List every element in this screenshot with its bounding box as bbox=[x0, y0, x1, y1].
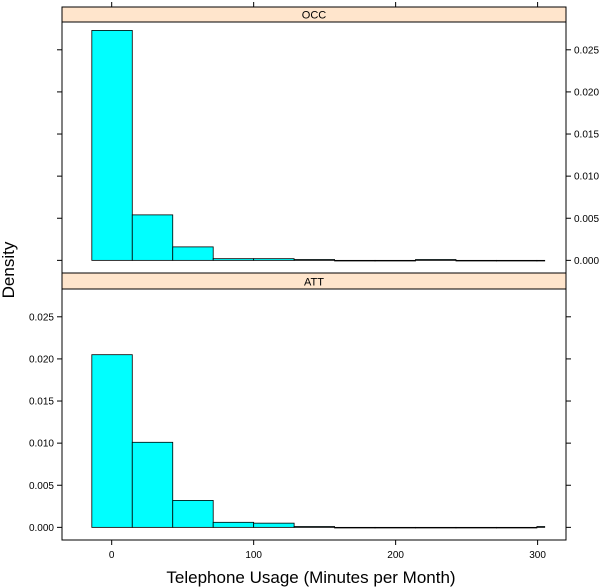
y-tick-label: 0.025 bbox=[574, 45, 599, 56]
histogram-bar bbox=[496, 526, 538, 529]
histogram-bar bbox=[374, 526, 416, 529]
y-tick-label: 0.000 bbox=[29, 523, 54, 534]
y-tick-label: 0.020 bbox=[29, 354, 54, 365]
histogram-bar bbox=[536, 526, 546, 528]
panel-occ: OCC 0.000 0.005 0.010 0.015 0.020 0.025 bbox=[57, 2, 599, 274]
panel-frame bbox=[61, 288, 567, 541]
panel-att: ATT 0.000 0.005 0.010 0.015 0.020 0.025 0 100 200… bbox=[29, 272, 571, 561]
y-tick-label: 0.025 bbox=[29, 312, 54, 323]
x-tick-label: 100 bbox=[245, 550, 262, 561]
y-axis-title: Density bbox=[0, 241, 18, 298]
y-tick-label: 0.020 bbox=[574, 87, 599, 98]
histogram-bar bbox=[334, 259, 376, 262]
histogram-bar bbox=[131, 441, 174, 528]
histogram-bar bbox=[293, 259, 335, 261]
histogram-bar bbox=[374, 259, 416, 262]
histogram-bar bbox=[212, 521, 255, 528]
x-tick-label: 0 bbox=[109, 550, 115, 561]
y-tick-label: 0.010 bbox=[574, 172, 599, 183]
y-tick-label: 0.005 bbox=[29, 481, 54, 492]
y-tick-label: 0.015 bbox=[29, 397, 54, 408]
y-tick-label: 0.000 bbox=[574, 256, 599, 267]
x-axis-title: Telephone Usage (Minutes per Month) bbox=[166, 568, 455, 587]
histogram-bar bbox=[131, 214, 174, 261]
panels: OCC 0.000 0.005 0.010 0.015 0.020 0.025 ATT 0.00… bbox=[29, 2, 599, 561]
histogram-bar bbox=[415, 526, 457, 529]
y-tick-label: 0.015 bbox=[574, 130, 599, 141]
histogram-bar bbox=[172, 246, 214, 261]
x-tick-label: 200 bbox=[387, 550, 404, 561]
histogram-bar bbox=[455, 259, 497, 262]
histogram-bar bbox=[536, 259, 546, 262]
y-tick-label: 0.005 bbox=[574, 214, 599, 225]
x-tick-label: 300 bbox=[529, 550, 546, 561]
histogram-bar bbox=[91, 354, 133, 528]
histogram-bar bbox=[455, 526, 497, 529]
histogram-bar bbox=[172, 500, 214, 528]
histogram-bar bbox=[415, 259, 457, 261]
histogram-bar bbox=[91, 30, 133, 261]
histogram-bar bbox=[496, 259, 538, 262]
histogram-bar bbox=[334, 526, 376, 529]
histogram-bar bbox=[253, 522, 295, 528]
histogram-bar bbox=[253, 258, 295, 261]
histogram-bar bbox=[212, 258, 255, 261]
strip-label: OCC bbox=[302, 10, 327, 22]
y-tick-label: 0.010 bbox=[29, 439, 54, 450]
strip-label: ATT bbox=[304, 277, 324, 289]
histogram-bar bbox=[293, 526, 335, 528]
